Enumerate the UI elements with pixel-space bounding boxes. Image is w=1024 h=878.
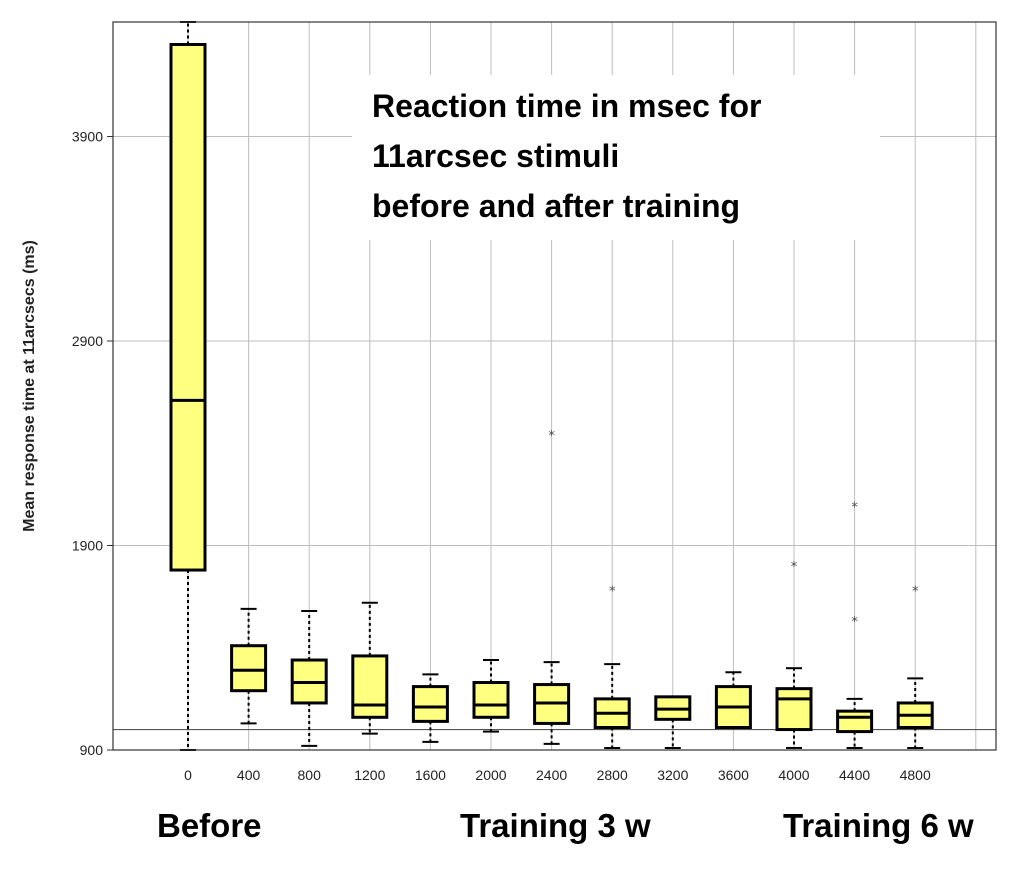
group-label-before: Before: [157, 807, 262, 844]
x-tick-label: 1200: [354, 767, 385, 783]
chart-title-line-2: 11arcsec stimuli: [372, 138, 619, 174]
x-tick-label: 2400: [536, 767, 567, 783]
y-axis-label: Mean response time at 11arcsecs (ms): [21, 240, 38, 532]
box-group: [230, 607, 268, 725]
group-label-training-6w: Training 6 w: [783, 807, 974, 844]
outlier-point: *: [851, 501, 858, 516]
box-iqr: [169, 42, 207, 572]
box-group: [472, 659, 510, 733]
box-group: *: [896, 584, 934, 749]
chart-title-line-3: before and after training: [372, 188, 740, 224]
x-tick-label: 1600: [415, 767, 446, 783]
plot-frame: [112, 21, 997, 751]
x-tick-label: 400: [237, 767, 261, 783]
box-group: *: [593, 584, 631, 749]
box-group: [654, 695, 692, 749]
x-tick-label: 2000: [475, 767, 506, 783]
title-backdrop: [352, 75, 880, 240]
box-iqr: [836, 709, 874, 734]
box-group: [351, 601, 389, 735]
box-iqr: [230, 644, 268, 693]
x-axis-ticks: 0 400 800 1200 1600 2000 2400 2800 3200 3600 4000 4…: [184, 767, 931, 783]
y-tick-label: 1900: [72, 538, 103, 554]
x-tick-label: 3600: [718, 767, 749, 783]
box-group: [411, 673, 449, 743]
outlier-point: *: [548, 429, 555, 444]
x-tick-label: 4000: [778, 767, 809, 783]
outlier-point: *: [609, 584, 616, 599]
x-tick-label: 0: [184, 767, 192, 783]
y-tick-label: 2900: [72, 333, 103, 349]
x-tick-label: 4800: [900, 767, 931, 783]
box-group: *: [533, 429, 571, 745]
x-tick-label: 800: [298, 767, 322, 783]
outlier-point: *: [912, 584, 919, 599]
box-iqr: [775, 687, 813, 732]
chart-title-line-1: Reaction time in msec for: [372, 88, 761, 124]
y-axis-ticks: 900 1900 2900 3900: [72, 129, 113, 758]
group-label-training-3w: Training 3 w: [460, 807, 651, 844]
box-group: *: [775, 560, 813, 749]
y-tick-label: 900: [80, 742, 104, 758]
outlier-point: *: [791, 560, 798, 575]
box-iqr: [351, 654, 389, 719]
box-iqr: [411, 685, 449, 723]
box-group: **: [836, 501, 874, 749]
box-series: ******: [169, 21, 934, 751]
box-iqr: [472, 681, 510, 719]
y-tick-label: 3900: [72, 129, 103, 145]
x-tick-label: 3200: [657, 767, 688, 783]
box-group: [290, 609, 328, 747]
x-tick-label: 2800: [597, 767, 628, 783]
box-group: [714, 671, 752, 730]
outlier-point: *: [851, 615, 858, 630]
x-tick-label: 4400: [839, 767, 870, 783]
